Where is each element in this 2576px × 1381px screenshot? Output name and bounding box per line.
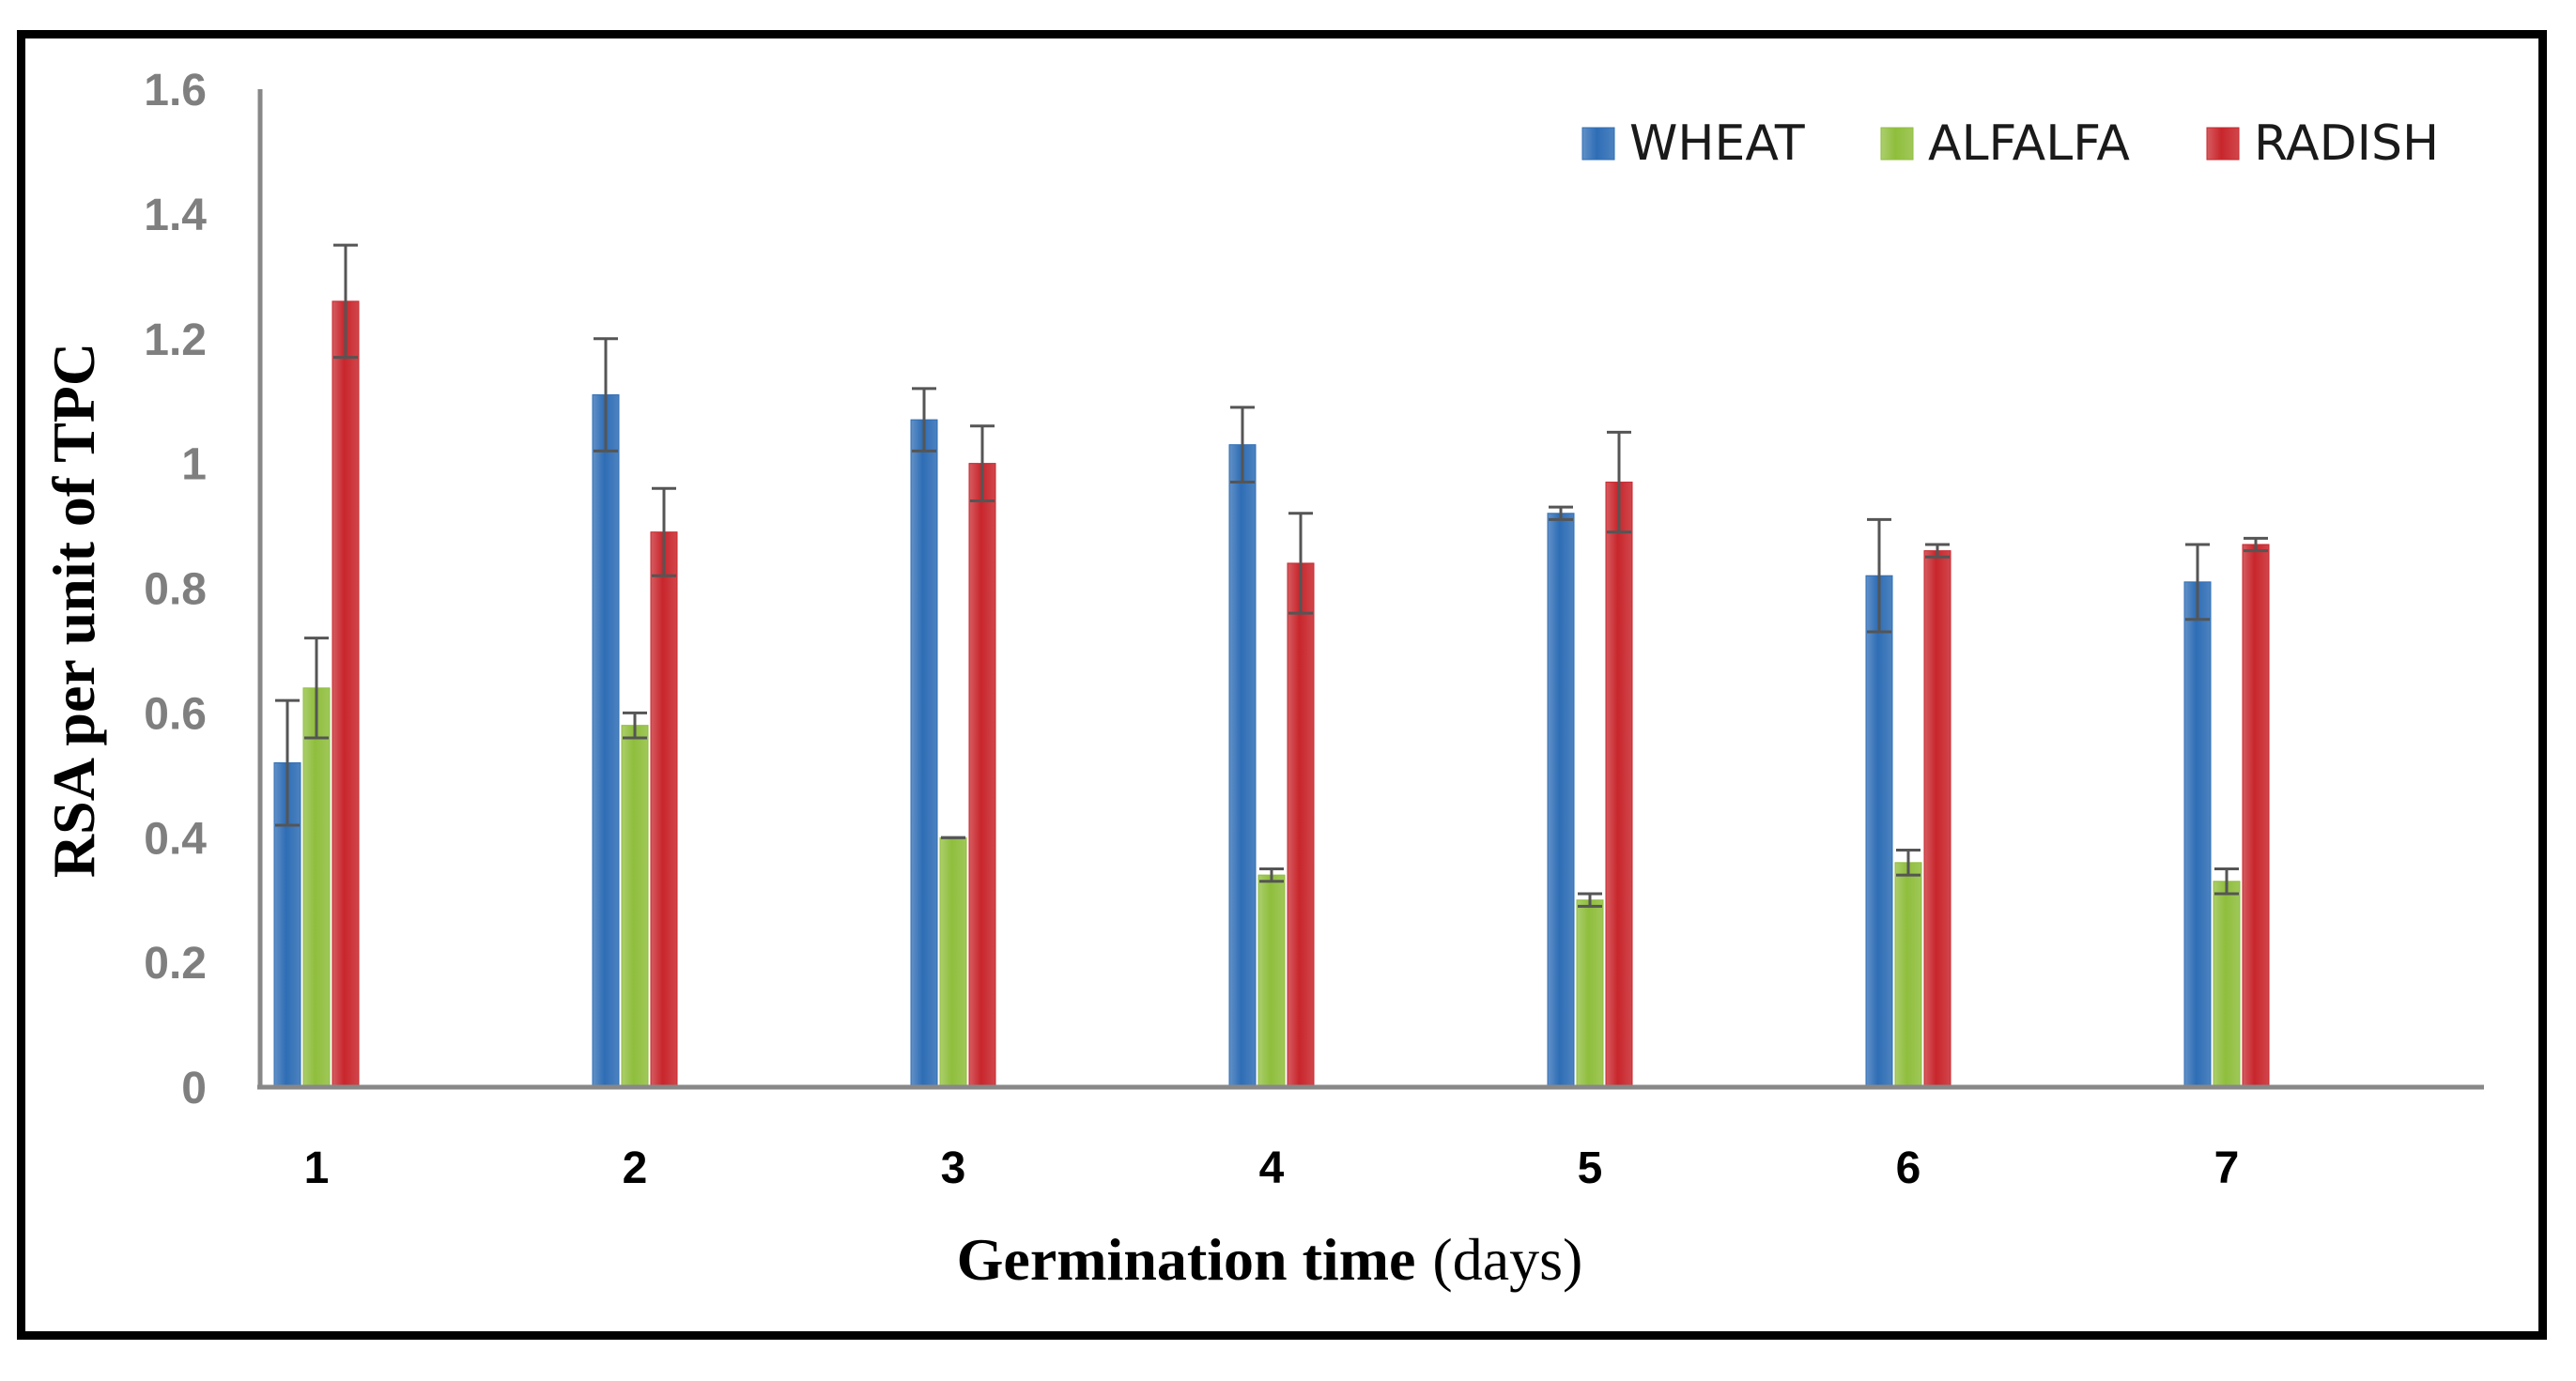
y-tick-label: 1.2 (144, 315, 207, 365)
chart-frame (17, 30, 2547, 1340)
y-tick-label: 0 (181, 1064, 207, 1113)
bar-wheat-day-2 (592, 394, 620, 1088)
bar-wheat-day-6 (1865, 575, 1893, 1088)
y-tick-label: 1 (181, 440, 207, 490)
bar-alfalfa-day-7 (2213, 881, 2241, 1088)
legend-label-wheat: WHEAT (1629, 115, 1805, 172)
bar-wheat-day-4 (1228, 444, 1257, 1088)
legend-swatch-alfalfa (1880, 127, 1914, 161)
x-tick-label: 3 (941, 1143, 966, 1193)
x-tick-label: 5 (1578, 1143, 1603, 1193)
x-tick-label: 2 (623, 1143, 648, 1193)
y-axis-ticks: 0 0.2 0.4 0.6 0.8 1 1.2 1.4 1.6 (144, 66, 207, 1113)
bar-radish-day-3 (968, 463, 996, 1088)
legend-label-alfalfa: ALFALFA (1928, 115, 2130, 172)
bars-layer (273, 300, 2270, 1088)
y-tick-label: 0.4 (144, 814, 207, 864)
bar-wheat-day-7 (2183, 581, 2212, 1088)
bar-radish-day-1 (332, 300, 360, 1088)
bar-alfalfa-day-5 (1576, 899, 1604, 1088)
y-tick-label: 1.6 (144, 66, 207, 115)
legend: WHEAT ALFALFA RADISH (1581, 115, 2439, 172)
bar-radish-day-6 (1923, 550, 1951, 1088)
legend-swatch-wheat (1581, 127, 1615, 161)
bar-wheat-day-3 (910, 419, 938, 1088)
bar-alfalfa-day-3 (939, 836, 967, 1088)
bar-radish-day-5 (1605, 482, 1633, 1088)
x-tick-label: 7 (2214, 1143, 2240, 1193)
bar-radish-day-4 (1287, 562, 1315, 1088)
bar-radish-day-2 (650, 531, 678, 1088)
y-tick-label: 1.4 (144, 191, 207, 240)
x-axis-title-main: Germination time (957, 1226, 1416, 1293)
y-tick-label: 0.8 (144, 565, 207, 615)
error-bars-layer (275, 243, 2268, 908)
bar-alfalfa-day-2 (621, 725, 649, 1088)
bar-wheat-day-5 (1547, 513, 1575, 1088)
bar-alfalfa-day-1 (302, 687, 331, 1088)
x-tick-label: 1 (304, 1143, 330, 1193)
bar-alfalfa-day-4 (1257, 874, 1286, 1088)
bar-alfalfa-day-6 (1894, 862, 1922, 1088)
legend-swatch-radish (2206, 127, 2240, 161)
x-axis-title-unit: (days) (1432, 1226, 1582, 1293)
y-tick-label: 0.2 (144, 939, 207, 989)
x-axis-ticks: 1 2 3 4 5 6 7 (304, 1143, 2240, 1193)
x-axis-title: Germination time (days) (957, 1226, 1583, 1293)
y-tick-label: 0.6 (144, 689, 207, 739)
bar-radish-day-7 (2242, 544, 2270, 1088)
x-tick-label: 6 (1896, 1143, 1921, 1193)
legend-label-radish: RADISH (2254, 115, 2439, 172)
x-tick-label: 4 (1259, 1143, 1285, 1193)
y-axis-title: RSA per unit of TPC (40, 343, 107, 878)
